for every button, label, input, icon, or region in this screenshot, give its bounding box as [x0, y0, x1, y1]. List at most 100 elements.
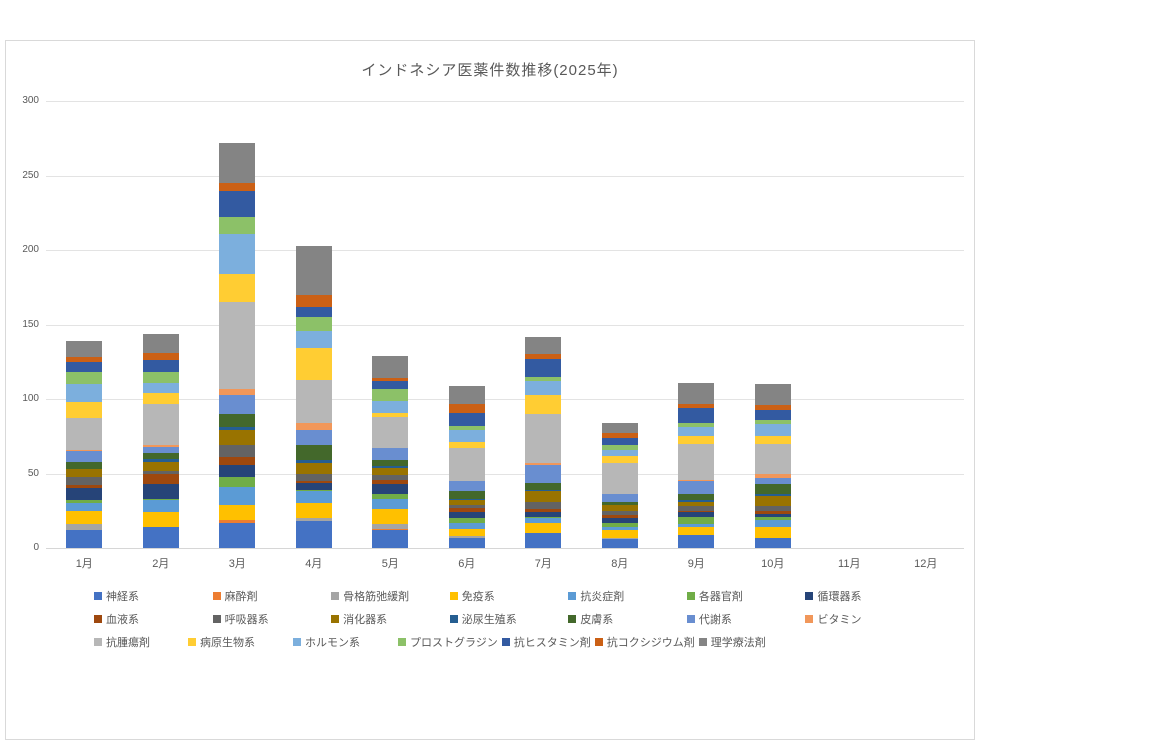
bar-segment[interactable]	[601, 437, 638, 446]
legend-item[interactable]: ビタミン	[805, 611, 924, 627]
bar-segment[interactable]	[295, 481, 332, 483]
bar-segment[interactable]	[372, 494, 409, 499]
bar-segment[interactable]	[295, 294, 332, 307]
legend-item[interactable]: 血液系	[94, 611, 213, 627]
bar-segment[interactable]	[372, 479, 409, 484]
legend-item[interactable]: 皮膚系	[568, 611, 687, 627]
legend-item[interactable]: 骨格筋弛緩剤	[331, 588, 450, 604]
bar-segment[interactable]	[295, 430, 332, 446]
bar-segment[interactable]	[295, 460, 332, 464]
bar-segment[interactable]	[525, 512, 562, 517]
bar-segment[interactable]	[448, 498, 485, 501]
bar-segment[interactable]	[219, 445, 256, 458]
bar-segment[interactable]	[525, 463, 562, 465]
bar-segment[interactable]	[219, 504, 256, 520]
bar-segment[interactable]	[219, 464, 256, 477]
bar-segment[interactable]	[142, 461, 179, 471]
bar-segment[interactable]	[372, 524, 409, 529]
stacked-bar[interactable]	[142, 333, 179, 548]
bar-segment[interactable]	[66, 503, 103, 511]
bar-segment[interactable]	[219, 302, 256, 389]
bar-segment[interactable]	[66, 476, 103, 486]
bar-segment[interactable]	[142, 500, 179, 513]
bar-segment[interactable]	[754, 537, 791, 548]
bar-segment[interactable]	[601, 537, 638, 540]
stacked-bar[interactable]	[754, 384, 791, 548]
bar-segment[interactable]	[372, 416, 409, 449]
bar-segment[interactable]	[66, 357, 103, 362]
bar-segment[interactable]	[142, 527, 179, 548]
bar-segment[interactable]	[601, 449, 638, 456]
bar-segment[interactable]	[601, 518, 638, 523]
bar-segment[interactable]	[66, 500, 103, 504]
bar-segment[interactable]	[678, 494, 715, 501]
legend-item[interactable]: 各器官剤	[686, 588, 806, 604]
bar-segment[interactable]	[295, 491, 332, 504]
bar-segment[interactable]	[525, 516, 562, 519]
bar-segment[interactable]	[601, 515, 638, 519]
bar-segment[interactable]	[448, 412, 485, 426]
stacked-bar[interactable]	[678, 382, 715, 548]
bar-segment[interactable]	[66, 449, 103, 452]
bar-segment[interactable]	[295, 473, 332, 482]
bar-segment[interactable]	[448, 385, 485, 404]
bar-segment[interactable]	[295, 348, 332, 380]
bar-segment[interactable]	[525, 354, 562, 359]
legend-item[interactable]: 消化器系	[331, 611, 450, 627]
bar-segment[interactable]	[525, 501, 562, 510]
bar-segment[interactable]	[295, 422, 332, 431]
bar-segment[interactable]	[295, 518, 332, 522]
bar-segment[interactable]	[66, 530, 103, 548]
bar-segment[interactable]	[142, 372, 179, 383]
bar-segment[interactable]	[601, 530, 638, 538]
stacked-bar[interactable]	[601, 422, 638, 548]
bar-segment[interactable]	[525, 522, 562, 534]
bar-segment[interactable]	[219, 457, 256, 465]
bar-segment[interactable]	[219, 217, 256, 234]
bar-segment[interactable]	[754, 424, 791, 437]
bar-segment[interactable]	[142, 498, 179, 501]
bar-segment[interactable]	[448, 518, 485, 523]
stacked-bar[interactable]	[295, 245, 332, 548]
legend-item[interactable]: 泌尿生殖系	[449, 611, 569, 627]
bar-segment[interactable]	[372, 498, 409, 510]
legend-item[interactable]: 抗腫瘍剤	[94, 634, 150, 650]
bar-segment[interactable]	[601, 455, 638, 464]
bar-segment[interactable]	[66, 510, 103, 525]
bar-segment[interactable]	[678, 534, 715, 548]
bar-segment[interactable]	[448, 500, 485, 505]
bar-segment[interactable]	[448, 481, 485, 492]
bar-segment[interactable]	[219, 476, 256, 487]
bar-segment[interactable]	[601, 527, 638, 531]
legend-item[interactable]: 麻酔剤	[212, 588, 332, 604]
bar-segment[interactable]	[678, 512, 715, 517]
bar-segment[interactable]	[372, 378, 409, 382]
bar-segment[interactable]	[525, 464, 562, 483]
bar-segment[interactable]	[525, 533, 562, 548]
bar-segment[interactable]	[601, 433, 638, 438]
bar-segment[interactable]	[448, 425, 485, 431]
bar-segment[interactable]	[601, 522, 638, 528]
bar-segment[interactable]	[219, 430, 256, 446]
bar-segment[interactable]	[754, 519, 791, 528]
bar-segment[interactable]	[754, 510, 791, 514]
bar-segment[interactable]	[219, 414, 256, 428]
bar-segment[interactable]	[372, 381, 409, 389]
bar-segment[interactable]	[372, 412, 409, 417]
bar-segment[interactable]	[601, 463, 638, 495]
bar-segment[interactable]	[219, 394, 256, 414]
bar-segment[interactable]	[142, 458, 179, 462]
legend-item[interactable]: 抗ヒスタミン剤	[501, 634, 591, 650]
bar-segment[interactable]	[525, 509, 562, 513]
bar-segment[interactable]	[66, 469, 103, 477]
bar-segment[interactable]	[372, 388, 409, 401]
bar-segment[interactable]	[219, 388, 256, 395]
bar-segment[interactable]	[372, 355, 409, 379]
bar-segment[interactable]	[754, 495, 791, 507]
bar-segment[interactable]	[372, 448, 409, 461]
bar-segment[interactable]	[448, 448, 485, 482]
bar-segment[interactable]	[295, 489, 332, 492]
bar-segment[interactable]	[66, 341, 103, 358]
bar-segment[interactable]	[678, 422, 715, 428]
bar-segment[interactable]	[754, 478, 791, 485]
